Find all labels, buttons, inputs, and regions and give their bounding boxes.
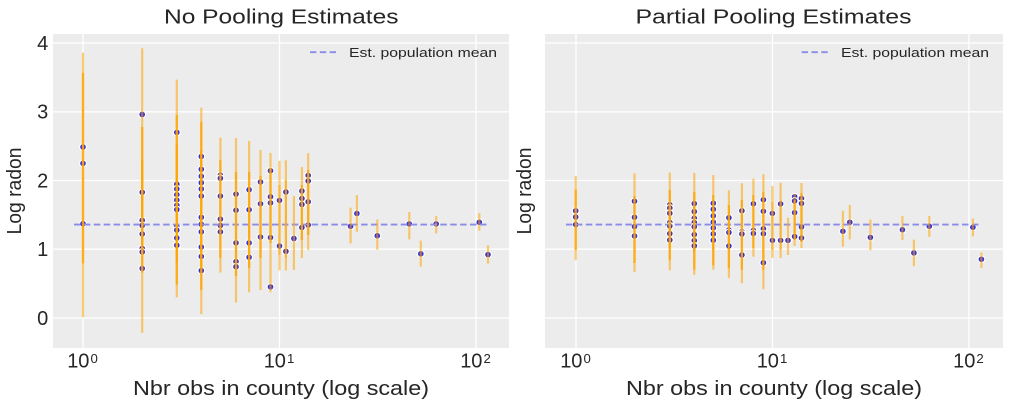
svg-text:0: 0	[37, 308, 48, 330]
svg-text:No Pooling Estimates: No Pooling Estimates	[164, 7, 399, 29]
svg-text:1: 1	[37, 239, 48, 261]
svg-text:Est. population mean: Est. population mean	[841, 46, 989, 60]
svg-text:0: 0	[584, 351, 591, 366]
svg-text:Nbr obs in county (log scale): Nbr obs in county (log scale)	[626, 378, 922, 400]
svg-text:Log radon: Log radon	[514, 148, 536, 235]
svg-text:10: 10	[757, 350, 779, 372]
svg-text:4: 4	[37, 33, 48, 55]
svg-text:10: 10	[264, 350, 286, 372]
svg-text:Est. population mean: Est. population mean	[349, 46, 497, 60]
svg-text:2: 2	[37, 170, 48, 192]
svg-text:Partial Pooling Estimates: Partial Pooling Estimates	[636, 7, 912, 29]
svg-text:Nbr obs in county (log scale): Nbr obs in county (log scale)	[133, 378, 429, 400]
svg-text:10: 10	[560, 350, 582, 372]
svg-text:Log radon: Log radon	[4, 148, 26, 235]
svg-text:10: 10	[460, 350, 482, 372]
svg-text:2: 2	[484, 351, 491, 366]
svg-text:1: 1	[287, 351, 294, 366]
svg-text:10: 10	[953, 350, 975, 372]
svg-text:1: 1	[780, 351, 787, 366]
svg-text:3: 3	[37, 102, 48, 124]
svg-text:10: 10	[67, 350, 89, 372]
svg-text:0: 0	[91, 351, 98, 366]
svg-text:2: 2	[976, 351, 983, 366]
